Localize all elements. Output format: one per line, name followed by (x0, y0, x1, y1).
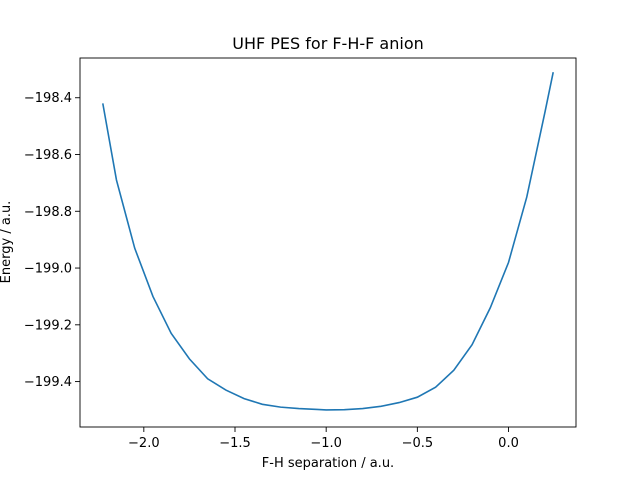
y-tick-label: −199.2 (24, 318, 72, 333)
x-tick-label: −0.5 (402, 436, 434, 451)
x-tick-label: −1.5 (219, 436, 251, 451)
x-tick-label: −2.0 (128, 436, 160, 451)
y-tick-label: −199.4 (24, 375, 72, 390)
x-axis-label: F-H separation / a.u. (262, 456, 394, 471)
y-tick-label: −198.6 (24, 148, 72, 163)
chart-title: UHF PES for F-H-F anion (232, 34, 424, 53)
series-line (102, 72, 554, 411)
y-axis-ticks: −199.4 −199.2 −199.0 −198.8 −198.6 −198.4 (24, 91, 80, 390)
y-tick-label: −198.8 (24, 205, 72, 220)
x-axis-ticks: −2.0 −1.5 −1.0 −0.5 0.0 (128, 427, 519, 451)
y-tick-label: −199.0 (24, 262, 72, 277)
y-axis-label: Energy / a.u. (0, 201, 14, 284)
y-tick-label: −198.4 (24, 91, 72, 106)
plot-area (80, 58, 576, 427)
x-tick-label: −1.0 (310, 436, 342, 451)
x-tick-label: 0.0 (498, 436, 519, 451)
axes-frame (79, 57, 577, 428)
